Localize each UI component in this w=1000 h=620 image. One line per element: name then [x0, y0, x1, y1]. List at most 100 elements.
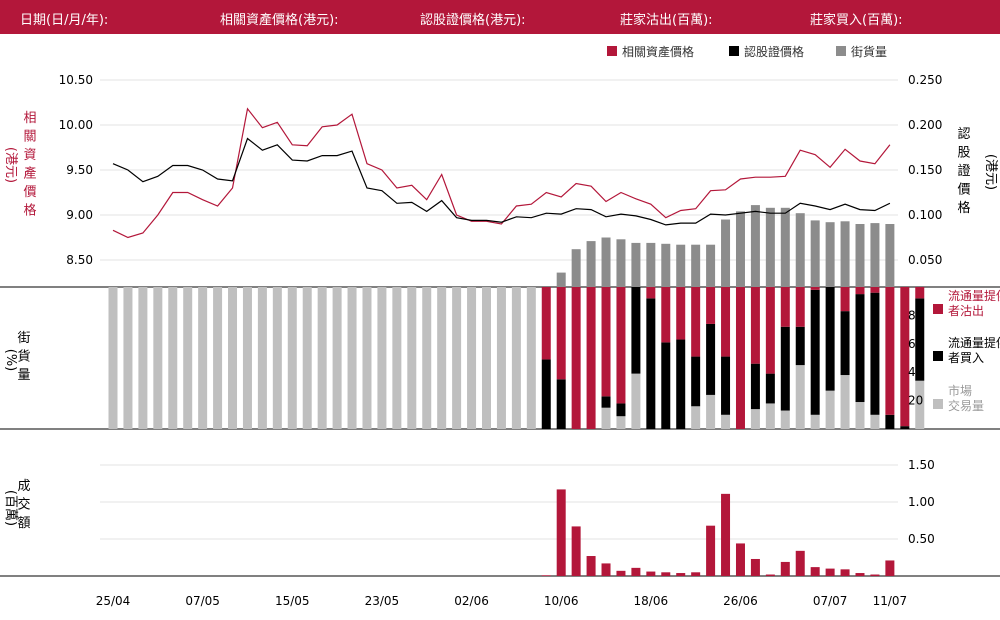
outstanding-bar — [721, 219, 731, 287]
turnover-bar — [885, 560, 895, 576]
date-label: 日期(日/月/年): — [20, 13, 109, 28]
turnover-bar — [795, 550, 805, 576]
header-bar: 日期(日/月/年): 相關資產價格(港元): 認股證價格(港元): 莊家沽出(百… — [0, 0, 1000, 34]
market-volume-bar — [467, 287, 477, 429]
turnover-bar — [586, 556, 596, 576]
lp-buy-bar — [825, 287, 835, 391]
turnover-bar — [541, 575, 551, 576]
outstanding-bar — [810, 220, 820, 287]
market-volume-bar — [153, 287, 163, 429]
outstanding-bar — [855, 224, 865, 287]
outstanding-bar — [661, 243, 671, 287]
outstanding-bar — [840, 221, 850, 287]
turnover-bar — [735, 543, 745, 576]
market-volume-bar — [721, 414, 731, 429]
market-volume-bar — [242, 287, 252, 429]
lp-buy-bar — [765, 373, 775, 404]
volume-tick-label: 80 — [908, 308, 923, 322]
turnover-bar — [870, 574, 880, 576]
lp-sell-bar — [646, 287, 656, 299]
turnover-bar — [676, 573, 686, 576]
market-volume-bar — [362, 287, 372, 429]
lp-sell-bar — [885, 287, 895, 415]
turnover-bar — [556, 489, 566, 576]
lp-buy-bar — [661, 342, 671, 429]
market-volume-bar — [825, 390, 835, 429]
outstanding-bar — [601, 237, 611, 287]
market-volume-bar — [422, 287, 432, 429]
legend-swatch — [836, 46, 846, 56]
legend-swatch — [607, 46, 617, 56]
lp-sell-bar — [691, 287, 701, 357]
outstanding-bar — [631, 242, 641, 287]
outstanding-bar — [870, 223, 880, 287]
volume-legend-label: 流通量提供者沽出 — [948, 288, 1000, 318]
left-tick-label: 8.50 — [66, 253, 93, 267]
volume-tick-label: 40 — [908, 365, 923, 379]
right-axis-title: 認股證價格 — [957, 126, 970, 216]
lp-sell-bar — [855, 287, 865, 295]
market-volume-bar — [482, 287, 491, 429]
lp-sell-bar — [750, 287, 760, 364]
left-axis-title: 相關資產價格 — [23, 111, 36, 219]
left-tick-label: 9.50 — [66, 163, 93, 177]
right-tick-label: 0.100 — [908, 208, 942, 222]
market-volume-bar — [198, 287, 208, 429]
turnover-bar — [855, 573, 865, 576]
outstanding-bar — [586, 241, 596, 287]
volume-legend-swatch — [933, 399, 943, 409]
market-volume-bar — [332, 287, 342, 429]
outstanding-bar — [885, 224, 895, 287]
volume-axis-title: 街貨量 — [17, 331, 30, 383]
outstanding-bar — [646, 242, 656, 287]
left-tick-label: 10.50 — [59, 73, 93, 87]
lp-sell-bar — [900, 287, 910, 427]
lp-buy-bar — [795, 326, 805, 366]
left-axis-unit-paren: (港元) — [3, 147, 18, 183]
turnover-bar — [840, 569, 850, 576]
turnover-bar — [706, 525, 716, 576]
right-tick-label: 0.200 — [908, 118, 942, 132]
turnover-tick-label: 0.50 — [908, 532, 935, 546]
lp-sell-bar — [735, 287, 745, 429]
outstanding-bar — [571, 249, 581, 287]
right-tick-label: 0.150 — [908, 163, 942, 177]
market-volume-bar — [706, 394, 716, 429]
market-volume-bar — [691, 406, 701, 429]
market-volume-bar — [287, 287, 297, 429]
lp-buy-bar — [915, 298, 925, 381]
market-volume-bar — [526, 287, 536, 429]
right-tick-label: 0.250 — [908, 73, 942, 87]
turnover-bar — [631, 567, 641, 576]
market-volume-bar — [392, 287, 402, 429]
market-volume-bar — [407, 287, 417, 429]
asset-price-line — [112, 107, 891, 239]
outstanding-bar — [691, 244, 701, 287]
lp-buy-bar — [885, 414, 895, 429]
outstanding-bar — [795, 213, 805, 287]
market-volume-bar — [810, 414, 820, 429]
right-tick-label: 0.050 — [908, 253, 942, 267]
lp-sell-bar — [571, 287, 581, 429]
lp-buy-bar — [646, 298, 656, 429]
market-volume-bar — [511, 287, 521, 429]
market-volume-bar — [108, 287, 118, 429]
lp-sell-bar — [676, 287, 686, 340]
lp-sell-bar — [765, 287, 775, 374]
lp-buy-bar — [810, 289, 820, 415]
lp-buy-bar — [541, 359, 551, 429]
market-volume-bar — [377, 287, 387, 429]
market-volume-bar — [496, 287, 506, 429]
market-volume-bar — [257, 287, 267, 429]
left-tick-label: 9.00 — [66, 208, 93, 222]
turnover-bar — [825, 568, 835, 576]
outstanding-bar — [750, 205, 760, 287]
lp-buy-bar — [616, 403, 626, 417]
turnover-bar — [780, 561, 790, 576]
market-volume-bar — [601, 407, 611, 429]
market-volume-bar — [317, 287, 327, 429]
market-volume-bar — [183, 287, 193, 429]
volume-legend-swatch — [933, 351, 943, 361]
turnover-bar — [646, 571, 656, 576]
market-volume-bar — [840, 375, 850, 429]
